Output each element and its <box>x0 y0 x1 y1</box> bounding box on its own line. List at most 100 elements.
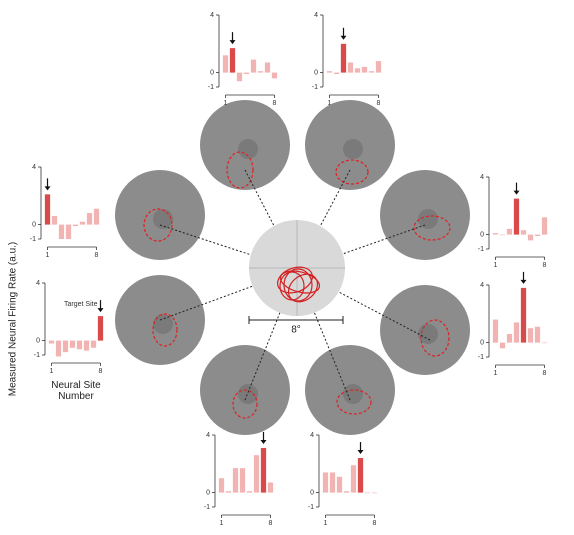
target-arrow-head <box>44 186 51 191</box>
bar <box>506 333 513 343</box>
rf-outline <box>335 159 369 185</box>
bar <box>48 340 55 344</box>
bar <box>513 198 520 235</box>
rf-outline <box>143 208 173 242</box>
bar <box>222 55 229 73</box>
bar <box>326 71 333 73</box>
y-tick-label: 4 <box>310 432 314 439</box>
bar <box>534 234 541 237</box>
x-tick-label: 8 <box>377 100 381 107</box>
y-tick-label: -1 <box>312 84 318 91</box>
bar <box>250 59 257 73</box>
bar <box>541 217 548 235</box>
bar <box>350 465 357 493</box>
y-tick-label: 0 <box>32 221 36 228</box>
texture <box>238 384 258 404</box>
bar <box>253 455 260 493</box>
x-tick-label: 8 <box>273 100 277 107</box>
bar <box>44 194 51 225</box>
rf-outline <box>152 313 178 347</box>
bar <box>322 472 329 493</box>
texture <box>238 139 258 159</box>
bar <box>257 71 264 73</box>
y-tick-label: -1 <box>478 246 484 253</box>
bar <box>364 492 371 494</box>
rf-outline <box>226 151 254 189</box>
bar <box>534 326 541 343</box>
bar <box>218 478 225 493</box>
bar <box>267 482 274 493</box>
bar <box>79 221 86 225</box>
x-tick-label: 1 <box>46 252 50 259</box>
x-tick-label: 1 <box>50 368 54 375</box>
bar <box>97 316 104 341</box>
bar <box>225 491 232 493</box>
target-arrow-head <box>229 40 236 45</box>
bar <box>65 224 72 239</box>
bar <box>55 340 62 357</box>
bar <box>357 458 364 493</box>
stimulus <box>305 345 395 435</box>
x-tick-label: 8 <box>99 368 103 375</box>
bar <box>492 319 499 343</box>
x-tick-label: 1 <box>328 100 332 107</box>
bar <box>236 72 243 82</box>
bar <box>260 447 267 493</box>
texture <box>343 139 363 159</box>
bar <box>375 61 382 73</box>
y-tick-label: -1 <box>478 354 484 361</box>
y-tick-label: -1 <box>308 504 314 511</box>
y-tick-label: 4 <box>210 12 214 19</box>
bar <box>229 48 236 73</box>
y-tick-label: -1 <box>208 84 214 91</box>
stimulus <box>200 100 290 190</box>
bar <box>527 328 534 343</box>
bar <box>72 224 79 227</box>
bar <box>506 228 513 235</box>
bar <box>83 340 90 351</box>
bar <box>343 491 350 493</box>
texture <box>418 324 438 344</box>
y-tick-label: 0 <box>310 489 314 496</box>
rf <box>287 273 319 303</box>
bar <box>340 43 347 73</box>
bar <box>492 233 499 235</box>
bar <box>347 62 354 73</box>
target-arrow-head <box>357 450 364 455</box>
bar <box>232 468 239 493</box>
y-tick-label: 0 <box>480 339 484 346</box>
y-tick-label: 0 <box>314 69 318 76</box>
bar <box>62 340 69 353</box>
bar <box>58 224 65 239</box>
stimulus <box>380 170 470 260</box>
bar <box>499 234 506 236</box>
x-tick-label: 8 <box>543 262 547 269</box>
bar <box>271 72 278 79</box>
target-arrow-head <box>513 190 520 195</box>
x-tick-label: 8 <box>543 370 547 377</box>
bar <box>368 71 375 73</box>
bar <box>371 492 378 494</box>
bar <box>86 213 93 225</box>
rf-outline <box>232 389 258 419</box>
bar <box>499 342 506 349</box>
x-tick-label: 1 <box>494 262 498 269</box>
bar <box>354 68 361 73</box>
bar <box>69 340 76 348</box>
x-tick-label: 8 <box>95 252 99 259</box>
stimulus <box>305 100 395 190</box>
bar <box>90 340 97 348</box>
stimulus <box>380 285 470 375</box>
target-arrow-head <box>97 308 104 313</box>
y-tick-label: 4 <box>206 432 210 439</box>
bar <box>264 62 271 73</box>
bar <box>246 491 253 493</box>
y-tick-label: 4 <box>36 280 40 287</box>
target-arrow-head <box>260 439 267 444</box>
y-axis-label: Measured Neural Firing Rate (a.u.) <box>8 242 19 397</box>
stimulus <box>115 170 205 260</box>
annotation: Target Site <box>64 301 98 308</box>
y-tick-label: 4 <box>314 12 318 19</box>
rf-outline <box>420 319 450 357</box>
